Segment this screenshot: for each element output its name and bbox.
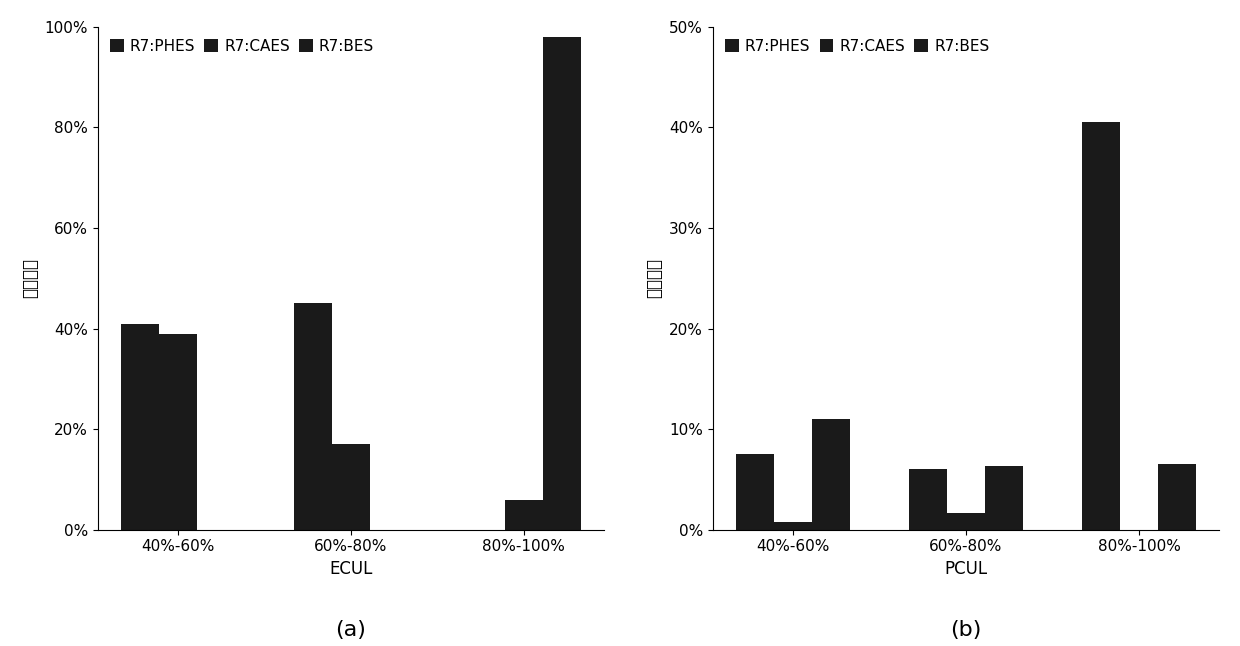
Bar bbox=[735, 454, 774, 530]
Y-axis label: 概率密度: 概率密度 bbox=[21, 258, 38, 298]
Bar bbox=[1158, 464, 1197, 530]
Text: (b): (b) bbox=[950, 620, 982, 640]
Bar bbox=[947, 513, 985, 530]
Bar bbox=[543, 37, 580, 530]
X-axis label: ECUL: ECUL bbox=[329, 560, 372, 578]
Bar bbox=[505, 499, 543, 530]
Legend: R7:PHES, R7:CAES, R7:BES: R7:PHES, R7:CAES, R7:BES bbox=[105, 34, 379, 59]
Bar bbox=[159, 333, 197, 530]
Bar bbox=[812, 419, 851, 530]
Bar bbox=[909, 470, 947, 530]
Legend: R7:PHES, R7:CAES, R7:BES: R7:PHES, R7:CAES, R7:BES bbox=[720, 34, 994, 59]
Bar bbox=[1083, 122, 1120, 530]
Bar bbox=[332, 444, 370, 530]
X-axis label: PCUL: PCUL bbox=[945, 560, 987, 578]
Text: (a): (a) bbox=[335, 620, 366, 640]
Bar bbox=[774, 522, 812, 530]
Bar bbox=[120, 324, 159, 530]
Bar bbox=[294, 304, 332, 530]
Y-axis label: 概率密度: 概率密度 bbox=[646, 258, 663, 298]
Bar bbox=[985, 466, 1023, 530]
